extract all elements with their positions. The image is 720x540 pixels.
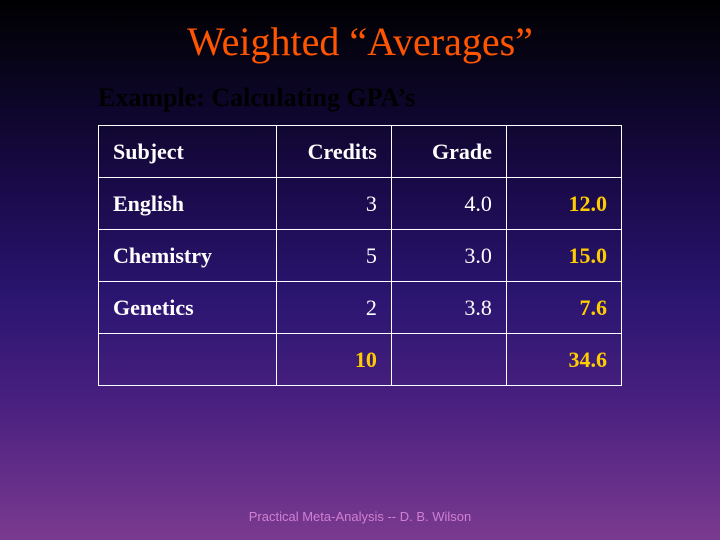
- slide: Weighted “Averages” Example: Calculating…: [0, 0, 720, 540]
- col-header-grade: Grade: [391, 126, 506, 178]
- slide-subtitle: Example: Calculating GPA’s: [98, 83, 720, 113]
- gpa-table-container: Subject Credits Grade English 3 4.0 12.0…: [98, 125, 622, 386]
- cell-total-credits: 10: [276, 334, 391, 386]
- table-row: English 3 4.0 12.0: [99, 178, 622, 230]
- cell-grade: 4.0: [391, 178, 506, 230]
- cell-blank: [391, 334, 506, 386]
- col-header-subject: Subject: [99, 126, 277, 178]
- col-header-credits: Credits: [276, 126, 391, 178]
- table-header-row: Subject Credits Grade: [99, 126, 622, 178]
- cell-subject: Genetics: [99, 282, 277, 334]
- table-row: Genetics 2 3.8 7.6: [99, 282, 622, 334]
- cell-subject: English: [99, 178, 277, 230]
- cell-total-product: 34.6: [506, 334, 621, 386]
- gpa-table: Subject Credits Grade English 3 4.0 12.0…: [98, 125, 622, 386]
- cell-product: 7.6: [506, 282, 621, 334]
- cell-credits: 5: [276, 230, 391, 282]
- cell-grade: 3.8: [391, 282, 506, 334]
- slide-footer: Practical Meta-Analysis -- D. B. Wilson: [0, 509, 720, 524]
- table-totals-row: 10 34.6: [99, 334, 622, 386]
- cell-credits: 2: [276, 282, 391, 334]
- cell-product: 15.0: [506, 230, 621, 282]
- cell-product: 12.0: [506, 178, 621, 230]
- table-row: Chemistry 5 3.0 15.0: [99, 230, 622, 282]
- cell-subject: Chemistry: [99, 230, 277, 282]
- cell-credits: 3: [276, 178, 391, 230]
- slide-title: Weighted “Averages”: [0, 18, 720, 65]
- cell-grade: 3.0: [391, 230, 506, 282]
- cell-blank: [99, 334, 277, 386]
- col-header-product: [506, 126, 621, 178]
